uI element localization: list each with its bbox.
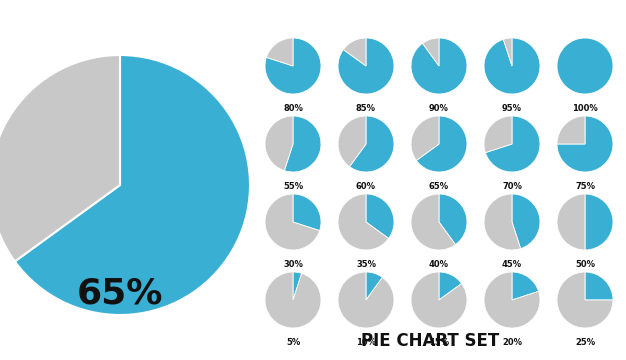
Wedge shape — [15, 55, 250, 315]
Wedge shape — [343, 38, 366, 66]
Text: 70%: 70% — [502, 182, 522, 191]
Wedge shape — [366, 272, 382, 300]
Wedge shape — [411, 116, 439, 161]
Wedge shape — [293, 194, 321, 231]
Wedge shape — [557, 194, 585, 250]
Text: 35%: 35% — [356, 260, 376, 269]
Wedge shape — [338, 116, 366, 167]
Wedge shape — [557, 38, 613, 94]
Text: PIE CHART SET: PIE CHART SET — [361, 332, 499, 350]
Wedge shape — [349, 116, 394, 172]
Wedge shape — [439, 272, 461, 300]
Text: 50%: 50% — [575, 260, 595, 269]
Wedge shape — [484, 38, 540, 94]
Wedge shape — [265, 272, 321, 328]
Wedge shape — [512, 272, 538, 300]
Text: 30%: 30% — [283, 260, 303, 269]
Wedge shape — [293, 272, 302, 300]
Wedge shape — [485, 116, 540, 172]
Wedge shape — [484, 116, 512, 153]
Wedge shape — [512, 194, 540, 249]
Text: 100%: 100% — [572, 104, 598, 113]
Wedge shape — [585, 272, 613, 300]
Wedge shape — [557, 272, 613, 328]
Text: 90%: 90% — [429, 104, 449, 113]
Wedge shape — [557, 116, 613, 172]
Text: 25%: 25% — [575, 338, 595, 347]
Wedge shape — [284, 116, 321, 172]
Text: 20%: 20% — [502, 338, 522, 347]
Wedge shape — [411, 272, 467, 328]
Text: 65%: 65% — [77, 276, 163, 310]
Wedge shape — [366, 194, 394, 238]
Text: 10%: 10% — [356, 338, 376, 347]
Wedge shape — [503, 38, 512, 66]
Wedge shape — [338, 272, 394, 328]
Wedge shape — [265, 194, 320, 250]
Wedge shape — [411, 194, 456, 250]
Text: 65%: 65% — [429, 182, 449, 191]
Wedge shape — [423, 38, 439, 66]
Wedge shape — [338, 194, 389, 250]
Wedge shape — [484, 272, 540, 328]
Text: 40%: 40% — [429, 260, 449, 269]
Text: 95%: 95% — [502, 104, 522, 113]
Text: 15%: 15% — [429, 338, 449, 347]
Text: 60%: 60% — [356, 182, 376, 191]
Wedge shape — [484, 194, 521, 250]
Text: 5%: 5% — [286, 338, 300, 347]
Wedge shape — [585, 194, 613, 250]
Wedge shape — [0, 55, 120, 261]
Text: 85%: 85% — [356, 104, 376, 113]
Wedge shape — [439, 194, 467, 245]
Text: 45%: 45% — [502, 260, 522, 269]
Wedge shape — [265, 116, 293, 171]
Wedge shape — [265, 38, 321, 94]
Text: 55%: 55% — [283, 182, 303, 191]
Wedge shape — [557, 116, 585, 144]
Text: 75%: 75% — [575, 182, 595, 191]
Wedge shape — [411, 38, 467, 94]
Wedge shape — [267, 38, 293, 66]
Wedge shape — [338, 38, 394, 94]
Text: 80%: 80% — [283, 104, 303, 113]
Wedge shape — [416, 116, 467, 172]
